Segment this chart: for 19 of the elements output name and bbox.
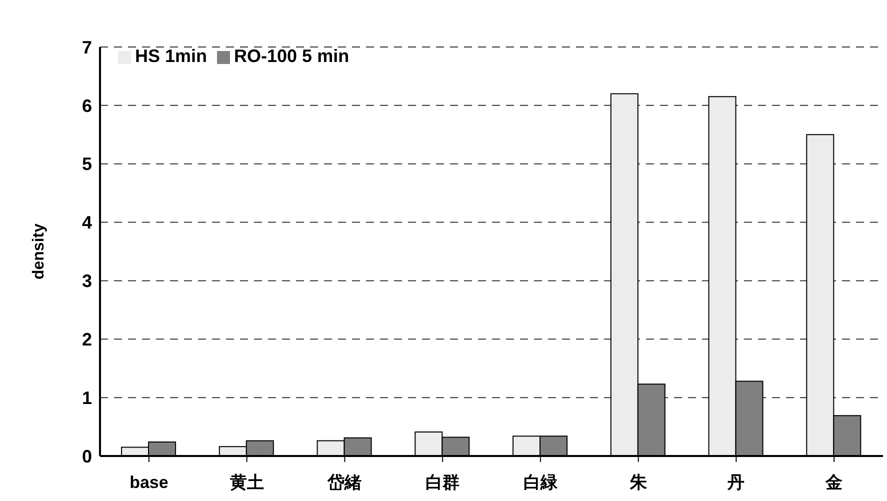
y-tick-label: 1 [82, 388, 92, 408]
y-tick-label: 6 [82, 96, 92, 116]
x-tick-label: 金 [824, 473, 843, 492]
x-tick-label: 朱 [628, 473, 648, 492]
y-tick-label: 4 [82, 212, 92, 233]
y-axis-title: density [30, 223, 48, 280]
legend-label: HS 1min [135, 46, 208, 66]
y-tick-label: 0 [82, 446, 92, 466]
x-tick-label: 白緑 [523, 473, 558, 492]
x-tick-label: 岱緒 [326, 473, 362, 492]
legend-label: RO-100 5 min [234, 46, 350, 66]
x-tick-label: 丹 [726, 473, 745, 492]
y-tick-label: 2 [82, 330, 92, 350]
x-tick-label: base [130, 473, 168, 492]
y-tick-label: 7 [82, 37, 92, 58]
y-tick-label: 5 [82, 154, 92, 174]
y-tick-label: 3 [82, 271, 92, 292]
x-tick-label: 白群 [426, 473, 460, 492]
x-tick-label: 黄土 [228, 473, 264, 492]
